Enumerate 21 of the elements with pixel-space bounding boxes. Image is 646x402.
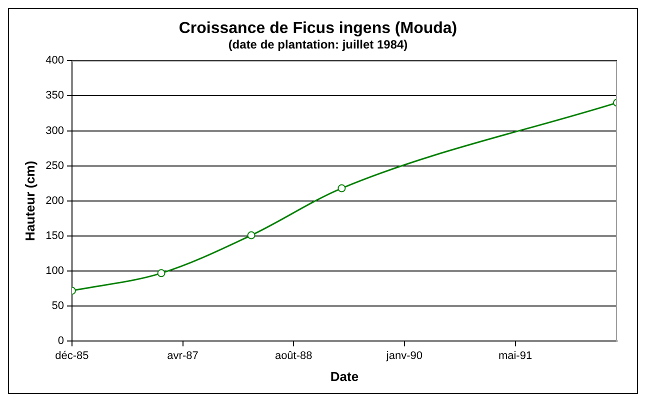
y-tick-label: 300	[46, 124, 64, 137]
x-tick-label: janv-90	[385, 350, 422, 362]
chart-subtitle: (date de plantation: juillet 1984)	[228, 38, 408, 52]
point	[338, 184, 346, 192]
y-tick-label: 100	[46, 265, 64, 278]
y-tick-label: 350	[46, 90, 64, 102]
y-tick-label: 400	[46, 54, 64, 67]
y-tick-label: 150	[46, 230, 64, 242]
y-tick-label: 50	[52, 300, 64, 312]
y-axis-title: Hauteur (cm)	[22, 160, 38, 241]
x-tick-label: mai-91	[498, 350, 532, 362]
x-tick-label: avr-87	[167, 350, 198, 362]
chart-title: Croissance de Ficus ingens (Mouda)	[178, 20, 458, 38]
y-tick-label: 200	[46, 194, 64, 207]
x-axis-title: Date	[330, 368, 359, 384]
x-tick-label: déc-85	[55, 350, 89, 362]
point	[247, 231, 256, 240]
y-tick-label: 0	[58, 335, 64, 348]
point	[157, 269, 166, 278]
x-tick-label: août-88	[274, 350, 312, 362]
y-tick-label: 250	[46, 160, 64, 172]
